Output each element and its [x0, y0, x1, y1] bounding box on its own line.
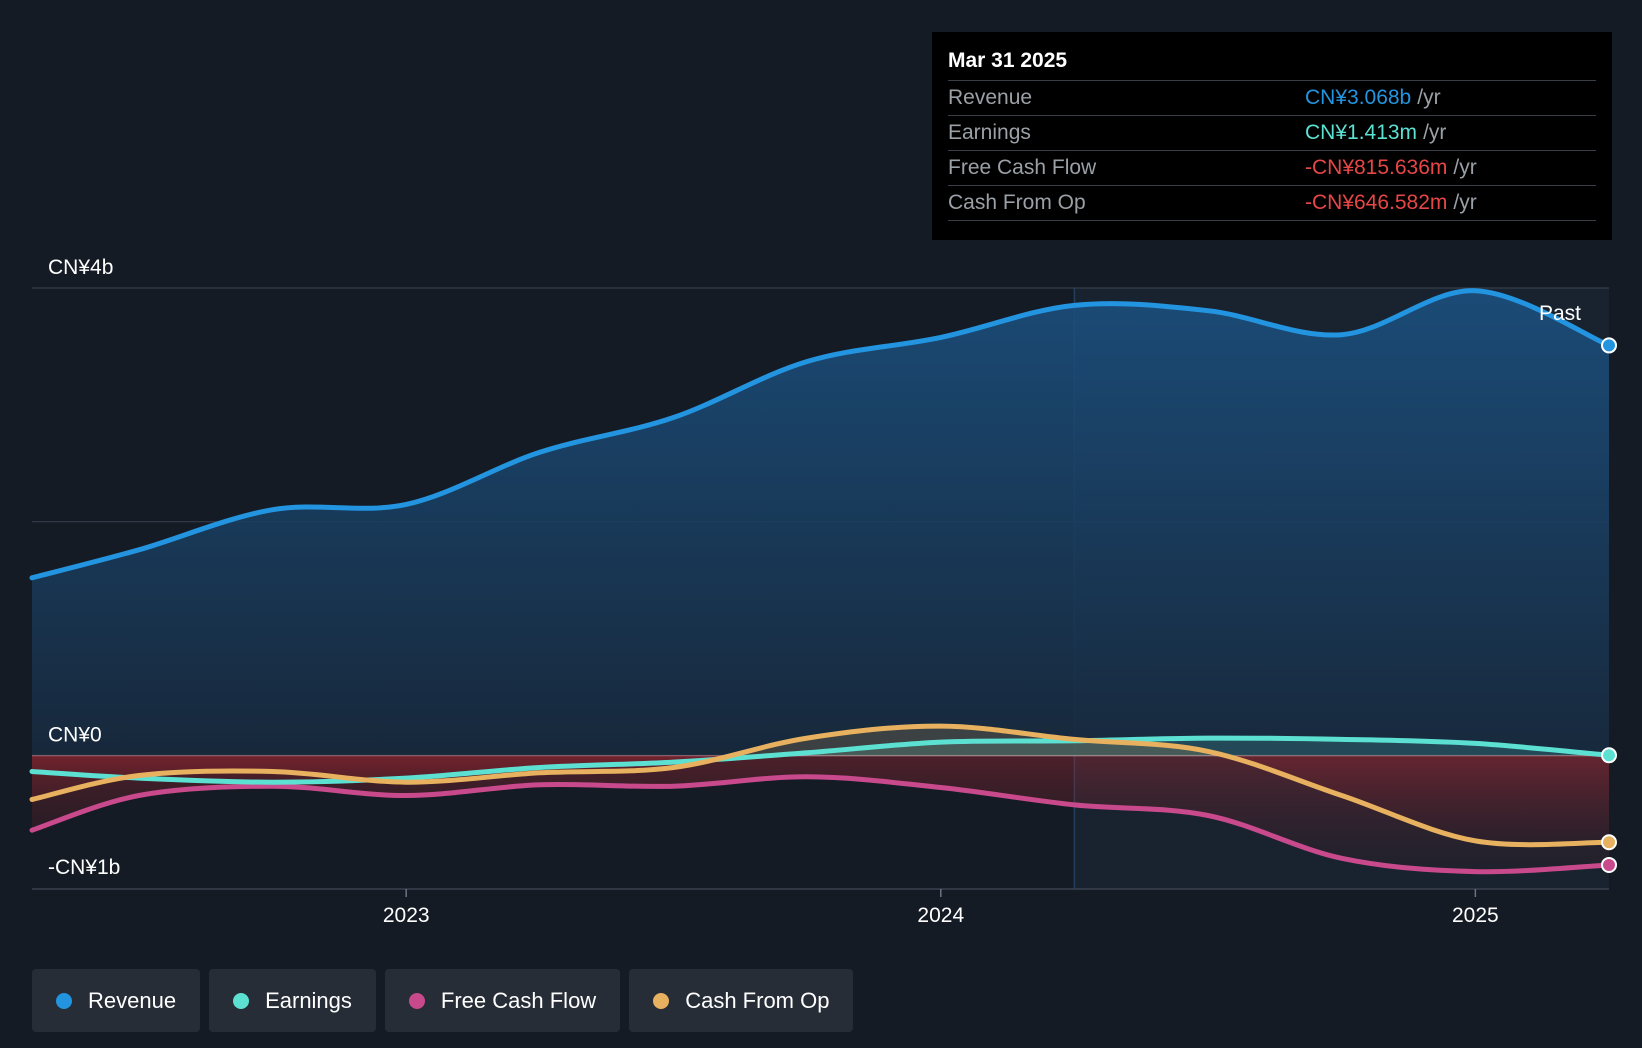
legend-label: Earnings [265, 987, 352, 1013]
tooltip-date: Mar 31 2025 [948, 49, 1068, 72]
tooltip-value: CN¥1.413m [1305, 121, 1418, 144]
tooltip-unit: /yr [1417, 86, 1441, 109]
tooltip-value: CN¥3.068b [1305, 86, 1412, 109]
revenue-area [32, 290, 1609, 756]
legend-label: Revenue [88, 987, 177, 1013]
earnings-line [29, 735, 1612, 785]
revenue-end-marker [1601, 337, 1617, 354]
revenue-line [29, 288, 1612, 581]
tooltip-row-earnings: Earnings CN¥1.413m /yr [948, 115, 1596, 150]
tooltip-row-free-cash-flow: Free Cash Flow -CN¥815.636m /yr [948, 150, 1596, 185]
cash-from-op-area-positive [32, 726, 1609, 756]
legend-label: Cash From Op [685, 987, 830, 1013]
legend: Revenue Earnings Free Cash Flow Cash Fro… [32, 969, 854, 1032]
tooltip-label: Earnings [948, 121, 1031, 144]
past-label: Past [1539, 302, 1581, 325]
tooltip-label: Revenue [948, 86, 1033, 109]
tooltip: Mar 31 2025 Revenue CN¥3.068b /yr Earnin… [932, 32, 1612, 240]
x-tick-label: 2024 [917, 904, 964, 927]
tooltip-label: Free Cash Flow [948, 156, 1097, 179]
tooltip-unit: /yr [1453, 156, 1477, 179]
tooltip-value: -CN¥815.636m [1305, 156, 1448, 179]
cash-from-op-line [29, 723, 1612, 848]
free-cash-flow-dot-icon [408, 992, 425, 1009]
x-tick-label: 2025 [1452, 904, 1499, 927]
free-cash-flow-line [29, 774, 1612, 875]
y-tick-label: CN¥4b [48, 256, 113, 279]
tooltip-value: -CN¥646.582m [1305, 191, 1448, 214]
tooltip-row-revenue: Revenue CN¥3.068b /yr [948, 80, 1596, 115]
free-cash-flow-end-marker [1601, 856, 1617, 873]
earnings-dot-icon [233, 992, 250, 1009]
axis-layer: CN¥4b CN¥0 -CN¥1b 2023 2024 2025 Past [48, 256, 1581, 927]
x-tick-label: 2023 [383, 904, 430, 927]
legend-item-earnings[interactable]: Earnings [209, 969, 376, 1032]
y-tick-label: -CN¥1b [48, 856, 120, 879]
tooltip-unit: /yr [1453, 191, 1477, 214]
y-tick-label: CN¥0 [48, 723, 102, 746]
tooltip-unit: /yr [1423, 121, 1447, 144]
tooltip-label: Cash From Op [948, 191, 1086, 214]
cash-from-op-dot-icon [653, 992, 670, 1009]
legend-item-cash-from-op[interactable]: Cash From Op [629, 969, 854, 1032]
tooltip-row-cash-from-op: Cash From Op -CN¥646.582m /yr [948, 185, 1596, 221]
cash-from-op-end-marker [1601, 834, 1617, 851]
marker-layer [1601, 337, 1617, 873]
revenue-dot-icon [56, 992, 72, 1009]
earnings-end-marker [1601, 747, 1617, 764]
free-cash-flow-area-negative [32, 755, 1609, 872]
line-layer [29, 288, 1612, 875]
legend-item-revenue[interactable]: Revenue [32, 969, 201, 1032]
legend-item-free-cash-flow[interactable]: Free Cash Flow [384, 969, 621, 1032]
legend-label: Free Cash Flow [440, 987, 597, 1013]
